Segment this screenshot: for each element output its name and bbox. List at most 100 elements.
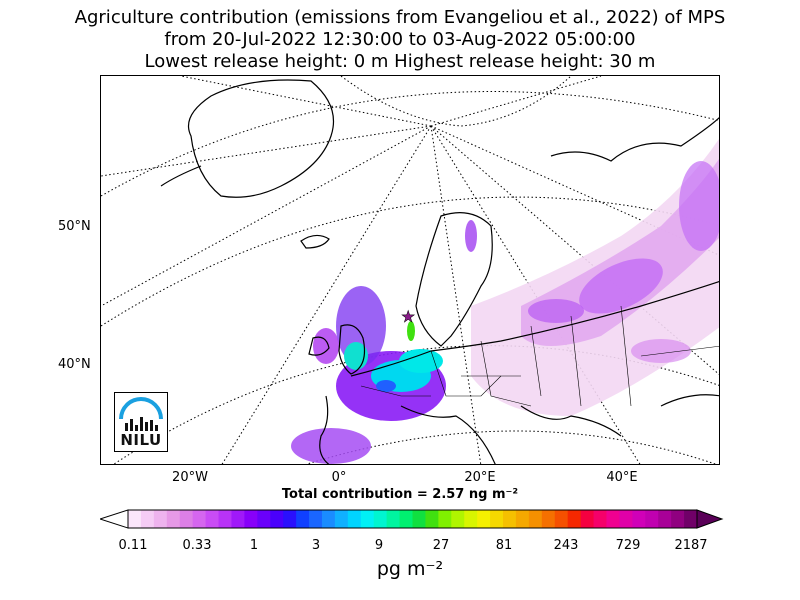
colorbar-swatch <box>580 510 595 528</box>
nilu-logo-icon <box>119 397 163 431</box>
colorbar-swatch <box>464 510 478 528</box>
colorbar-tick-label: 243 <box>553 538 579 553</box>
colorbar-swatch <box>425 510 439 528</box>
colorbar-tick-label: 9 <box>374 538 384 553</box>
total-contribution-label: Total contribution = 2.57 ng m⁻² <box>281 487 519 502</box>
colorbar-tick-label: 729 <box>615 538 641 553</box>
colorbar-swatch <box>451 510 465 528</box>
colorbar-swatch <box>309 510 323 528</box>
greenland-outline <box>187 79 335 198</box>
colorbar-swatch <box>412 510 426 528</box>
colorbar-swatch <box>166 510 181 528</box>
meridian-line <box>101 125 432 307</box>
colorbar-swatch <box>632 510 646 528</box>
colorbar-swatch <box>658 510 672 528</box>
title-line-3: Lowest release height: 0 m Highest relea… <box>144 51 656 72</box>
title-line-2: from 20-Jul-2022 12:30:00 to 03-Aug-2022… <box>164 29 636 50</box>
colorbar-swatch <box>386 510 401 528</box>
italy-coast <box>400 405 496 464</box>
colorbar-swatch <box>567 510 582 528</box>
star-icon: ★ <box>401 307 415 326</box>
colorbar-swatch <box>593 510 607 528</box>
meridian-line <box>101 125 432 177</box>
colorbar-tick-label: 81 <box>495 538 513 553</box>
iberia-coast <box>319 395 330 464</box>
colorbar-swatch <box>684 510 698 528</box>
colorbar-unit-label: pg m⁻² <box>376 558 444 580</box>
colorbar-swatch <box>399 510 413 528</box>
colorbar-swatch <box>296 510 310 528</box>
lon-label-40e: 40°E <box>606 470 638 485</box>
lon-label-0: 0° <box>331 470 347 485</box>
ireland-outline <box>308 336 330 356</box>
lon-label-20e: 20°E <box>464 470 496 485</box>
meridian-line <box>430 125 482 464</box>
meridian-line <box>430 125 641 464</box>
colorbar-swatch <box>179 510 194 528</box>
colorbar-swatch <box>244 510 258 528</box>
colorbar-tick-label: 0.11 <box>118 538 148 553</box>
map-canvas: ★ <box>101 76 719 464</box>
colorbar-swatch <box>153 510 168 528</box>
colorbar-swatch <box>218 510 232 528</box>
lat-label-50n: 50°N <box>58 219 91 234</box>
colorbar-frame <box>127 509 698 529</box>
colorbar-swatch <box>645 510 659 528</box>
colorbar-swatch <box>541 510 556 528</box>
parallel-line <box>101 91 719 197</box>
meridian-line <box>180 76 432 127</box>
balkans-coast <box>520 405 622 437</box>
colorbar-swatch <box>192 510 207 528</box>
colorbar-swatch <box>140 510 155 528</box>
scandinavia-outline <box>415 212 493 347</box>
nilu-logo-text: NILU <box>120 431 162 449</box>
great-britain-outline <box>338 324 366 375</box>
parallel-line <box>340 76 572 127</box>
coastlines <box>160 79 719 464</box>
lat-label-40n: 40°N <box>58 357 91 372</box>
colorbar-swatch <box>554 510 569 528</box>
colorbar-tick-label: 3 <box>311 538 321 553</box>
colorbar-swatch <box>347 510 362 528</box>
colorbar-swatch <box>515 510 530 528</box>
colorbar-swatch <box>231 510 245 528</box>
colorbar-swatch <box>334 510 349 528</box>
colorbar-tick-label: 0.33 <box>182 538 212 553</box>
arctic-coast <box>550 117 719 162</box>
colorbar-swatch <box>606 510 620 528</box>
colorbar-swatch <box>283 510 297 528</box>
colorbar-swatch <box>528 510 543 528</box>
colorbar-swatch <box>128 510 142 528</box>
colorbar-swatch <box>360 510 375 528</box>
colorbar-tick-label: 27 <box>432 538 450 553</box>
iceland-outline <box>300 234 330 249</box>
colorbar-tick-label: 1 <box>249 538 259 553</box>
colorbar-swatch <box>477 510 491 528</box>
colorbar-swatch <box>438 510 452 528</box>
colorbar <box>100 509 724 529</box>
meridian-line <box>430 76 602 127</box>
colorbar-swatch <box>671 510 685 528</box>
colorbar-swatch <box>205 510 220 528</box>
title-line-1: Agriculture contribution (emissions from… <box>74 7 726 28</box>
country-borders <box>360 305 719 407</box>
colorbar-swatch <box>490 510 504 528</box>
meridian-line <box>221 125 432 464</box>
colorbar-swatch <box>619 510 633 528</box>
colorbar-under-arrow <box>100 509 129 529</box>
colorbar-swatch <box>321 510 336 528</box>
colorbar-swatch <box>503 510 517 528</box>
colorbar-over-arrow <box>696 509 724 529</box>
map-panel[interactable]: ★ <box>100 75 720 465</box>
colorbar-tick-label: 2187 <box>674 538 708 553</box>
canada-coast <box>160 165 202 187</box>
parallel-line <box>101 196 719 327</box>
lon-label-20w: 20°W <box>172 470 208 485</box>
nilu-logo: NILU <box>114 392 168 452</box>
colorbar-swatch <box>270 510 284 528</box>
concentration-field <box>291 138 719 464</box>
colorbar-swatch <box>257 510 271 528</box>
europe-north-coast <box>350 281 719 377</box>
black-sea-coast <box>660 394 719 407</box>
colorbar-swatch <box>373 510 388 528</box>
